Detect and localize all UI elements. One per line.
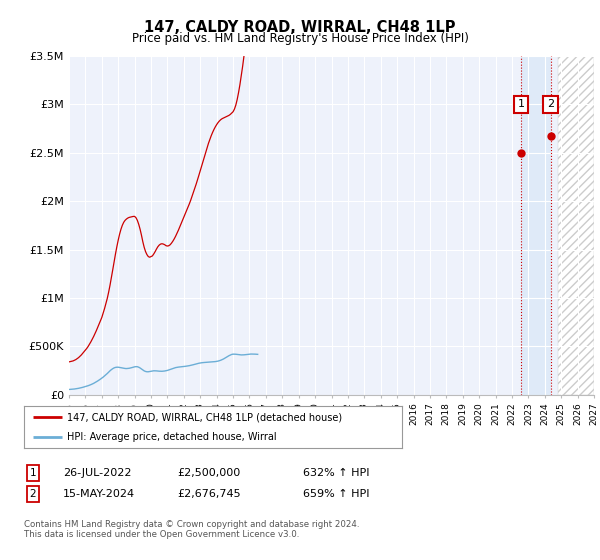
Text: 659% ↑ HPI: 659% ↑ HPI (303, 489, 370, 499)
Text: 2: 2 (547, 100, 554, 109)
Text: 147, CALDY ROAD, WIRRAL, CH48 1LP: 147, CALDY ROAD, WIRRAL, CH48 1LP (144, 20, 456, 35)
Text: 1: 1 (517, 100, 524, 109)
Text: 15-MAY-2024: 15-MAY-2024 (63, 489, 135, 499)
Text: HPI: Average price, detached house, Wirral: HPI: Average price, detached house, Wirr… (67, 432, 277, 442)
Text: 147, CALDY ROAD, WIRRAL, CH48 1LP (detached house): 147, CALDY ROAD, WIRRAL, CH48 1LP (detac… (67, 412, 343, 422)
Text: £2,676,745: £2,676,745 (177, 489, 241, 499)
Text: 1: 1 (29, 468, 37, 478)
Text: 632% ↑ HPI: 632% ↑ HPI (303, 468, 370, 478)
Text: £2,500,000: £2,500,000 (177, 468, 240, 478)
Bar (521, 56, 551, 395)
Text: Price paid vs. HM Land Registry's House Price Index (HPI): Price paid vs. HM Land Registry's House … (131, 32, 469, 45)
Text: 26-JUL-2022: 26-JUL-2022 (63, 468, 131, 478)
Bar (558, 56, 594, 395)
Text: Contains HM Land Registry data © Crown copyright and database right 2024.
This d: Contains HM Land Registry data © Crown c… (24, 520, 359, 539)
Text: 2: 2 (29, 489, 37, 499)
